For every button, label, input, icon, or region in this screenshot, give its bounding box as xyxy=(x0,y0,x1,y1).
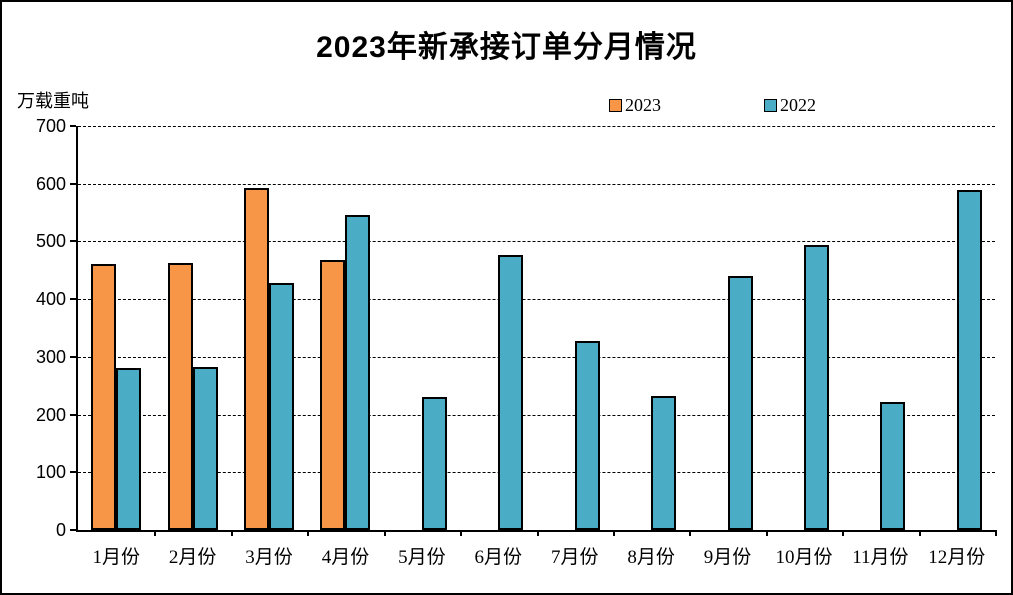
x-label-6月份: 6月份 xyxy=(474,547,523,568)
gridline-400 xyxy=(78,299,995,301)
gridline-600 xyxy=(78,183,995,185)
x-label-3月份: 3月份 xyxy=(245,547,293,568)
gridline-700 xyxy=(78,126,995,127)
y-tick-mark xyxy=(70,125,76,127)
x-label-9月份: 9月份 xyxy=(703,547,752,568)
y-tick-label-300: 300 xyxy=(35,346,66,367)
x-tick-mark xyxy=(765,530,768,536)
gridline-500 xyxy=(78,241,995,243)
x-tick-mark xyxy=(383,530,386,536)
x-label-4月份: 4月份 xyxy=(321,547,370,568)
y-tick-label-200: 200 xyxy=(35,404,66,425)
x-tick-mark xyxy=(154,530,157,536)
bar-2023-3月份 xyxy=(244,187,270,530)
x-tick-mark xyxy=(230,530,233,536)
legend-item-2022: 2022 xyxy=(764,95,816,116)
y-tick-mark xyxy=(70,529,76,531)
bar-2022-4月份 xyxy=(345,214,371,530)
bar-2023-2月份 xyxy=(167,262,193,530)
bar-2022-5月份 xyxy=(421,396,447,530)
bar-2022-11月份 xyxy=(880,402,906,530)
y-tick-mark xyxy=(70,298,76,301)
y-tick-label-400: 400 xyxy=(35,289,66,310)
x-tick-mark xyxy=(995,530,997,536)
y-tick-mark xyxy=(70,355,76,358)
x-tick-mark xyxy=(536,530,539,536)
plot-area xyxy=(76,126,995,532)
x-tick-mark xyxy=(842,530,845,536)
chart-title: 2023年新承接订单分月情况 xyxy=(316,31,697,64)
x-label-5月份: 5月份 xyxy=(398,547,446,568)
bar-2022-2月份 xyxy=(192,366,218,530)
bar-2022-6月份 xyxy=(498,254,524,530)
y-tick-mark xyxy=(70,240,76,243)
gridline-200 xyxy=(78,414,995,416)
bar-2023-4月份 xyxy=(320,260,346,530)
gridline-300 xyxy=(78,356,995,358)
y-tick-label-100: 100 xyxy=(35,462,66,483)
legend-item-2023: 2023 xyxy=(609,95,661,116)
x-label-12月份: 12月份 xyxy=(928,547,986,568)
y-tick-label-600: 600 xyxy=(35,173,66,194)
bar-2023-1月份 xyxy=(91,263,117,530)
bar-2022-7月份 xyxy=(574,341,600,530)
bar-2022-8月份 xyxy=(651,396,677,530)
x-tick-mark xyxy=(918,530,921,536)
x-label-2月份: 2月份 xyxy=(168,547,217,568)
x-label-1月份: 1月份 xyxy=(92,547,140,568)
x-tick-mark xyxy=(689,530,692,536)
x-tick-mark xyxy=(307,530,310,536)
bar-2022-3月份 xyxy=(269,282,295,530)
bar-2022-12月份 xyxy=(956,189,982,530)
legend-label-2022: 2022 xyxy=(780,95,816,115)
gridline-100 xyxy=(78,472,995,474)
y-tick-mark xyxy=(70,182,76,185)
x-label-8月份: 8月份 xyxy=(627,547,675,568)
y-tick-label-500: 500 xyxy=(35,231,66,252)
bar-2022-1月份 xyxy=(116,367,142,530)
y-tick-mark xyxy=(70,471,76,474)
legend-label-2023: 2023 xyxy=(625,95,661,115)
y-tick-mark xyxy=(70,413,76,416)
bar-2022-10月份 xyxy=(803,244,829,530)
x-label-11月份: 11月份 xyxy=(852,547,909,568)
y-axis-unit-label: 万载重吨 xyxy=(17,91,89,111)
x-label-10月份: 10月份 xyxy=(775,547,833,568)
y-tick-label-700: 700 xyxy=(35,116,66,136)
x-label-7月份: 7月份 xyxy=(550,547,599,568)
legend-swatch-2022 xyxy=(764,99,777,112)
y-tick-label-0: 0 xyxy=(55,520,66,540)
legend-swatch-2023 xyxy=(609,99,622,112)
x-tick-mark xyxy=(460,530,463,536)
bar-2022-9月份 xyxy=(727,276,753,530)
x-tick-mark xyxy=(612,530,615,536)
